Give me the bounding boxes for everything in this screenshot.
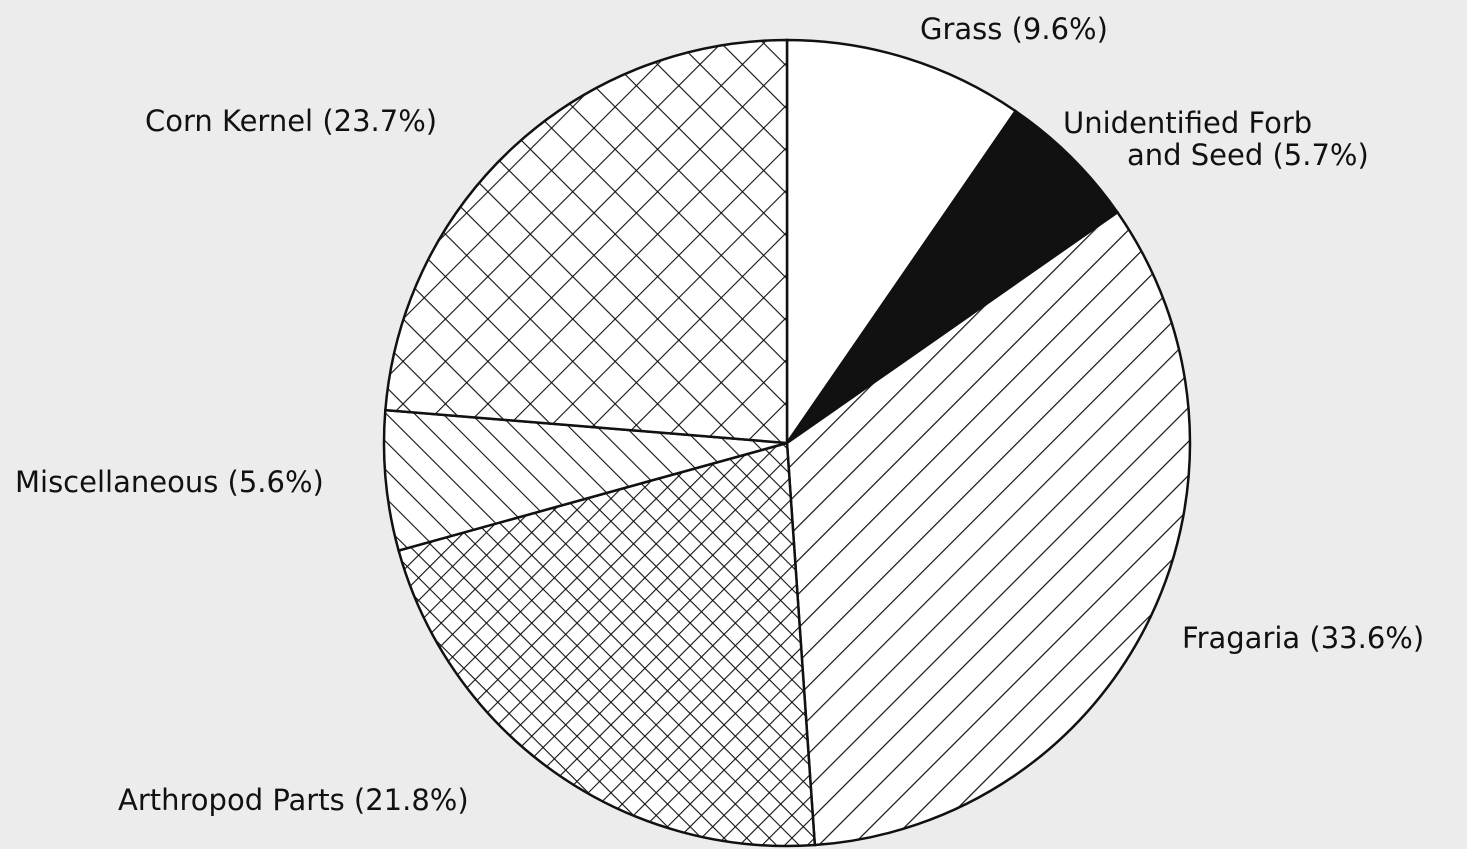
label-line: Fragaria (33.6%) — [1182, 621, 1424, 655]
slice-label: Arthropod Parts (21.8%) — [118, 783, 469, 817]
slice-label: Miscellaneous (5.6%) — [15, 465, 324, 499]
label-line: Corn Kernel (23.7%) — [145, 104, 437, 138]
slice-label: Unidentified Forb and Seed (5.7%) — [1063, 106, 1369, 172]
label-line: and Seed (5.7%) — [1127, 138, 1369, 172]
label-line: Grass (9.6%) — [920, 12, 1108, 46]
pie-slice — [785, 210, 1192, 847]
label-line: Miscellaneous (5.6%) — [15, 465, 324, 499]
slice-label: Corn Kernel (23.7%) — [145, 104, 437, 138]
pie-slice — [785, 109, 1120, 445]
pie-slice — [383, 38, 789, 445]
pie-slice — [785, 38, 1018, 448]
slice-label: Fragaria (33.6%) — [1182, 621, 1424, 655]
label-line: Arthropod Parts (21.8%) — [118, 783, 469, 817]
label-line: Unidentified Forb — [1063, 106, 1312, 140]
pie-slice — [382, 408, 788, 553]
slice-label: Grass (9.6%) — [920, 12, 1108, 46]
pie-slice — [397, 441, 817, 848]
